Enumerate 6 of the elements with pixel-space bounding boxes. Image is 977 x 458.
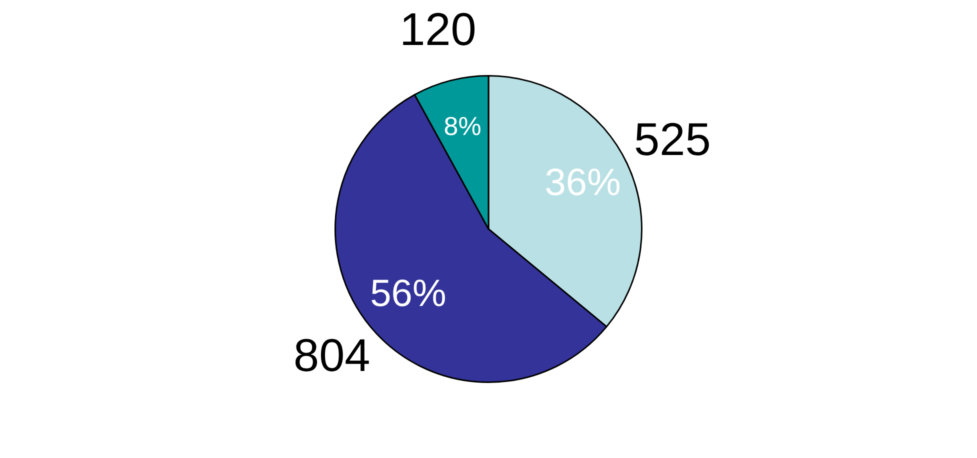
data-label: 56% xyxy=(370,272,446,315)
text: 120 xyxy=(400,2,476,55)
data-label: 36% xyxy=(544,162,621,204)
text: 804 xyxy=(294,329,370,382)
text: 525 xyxy=(634,113,711,166)
data-label: 8% xyxy=(444,111,482,142)
